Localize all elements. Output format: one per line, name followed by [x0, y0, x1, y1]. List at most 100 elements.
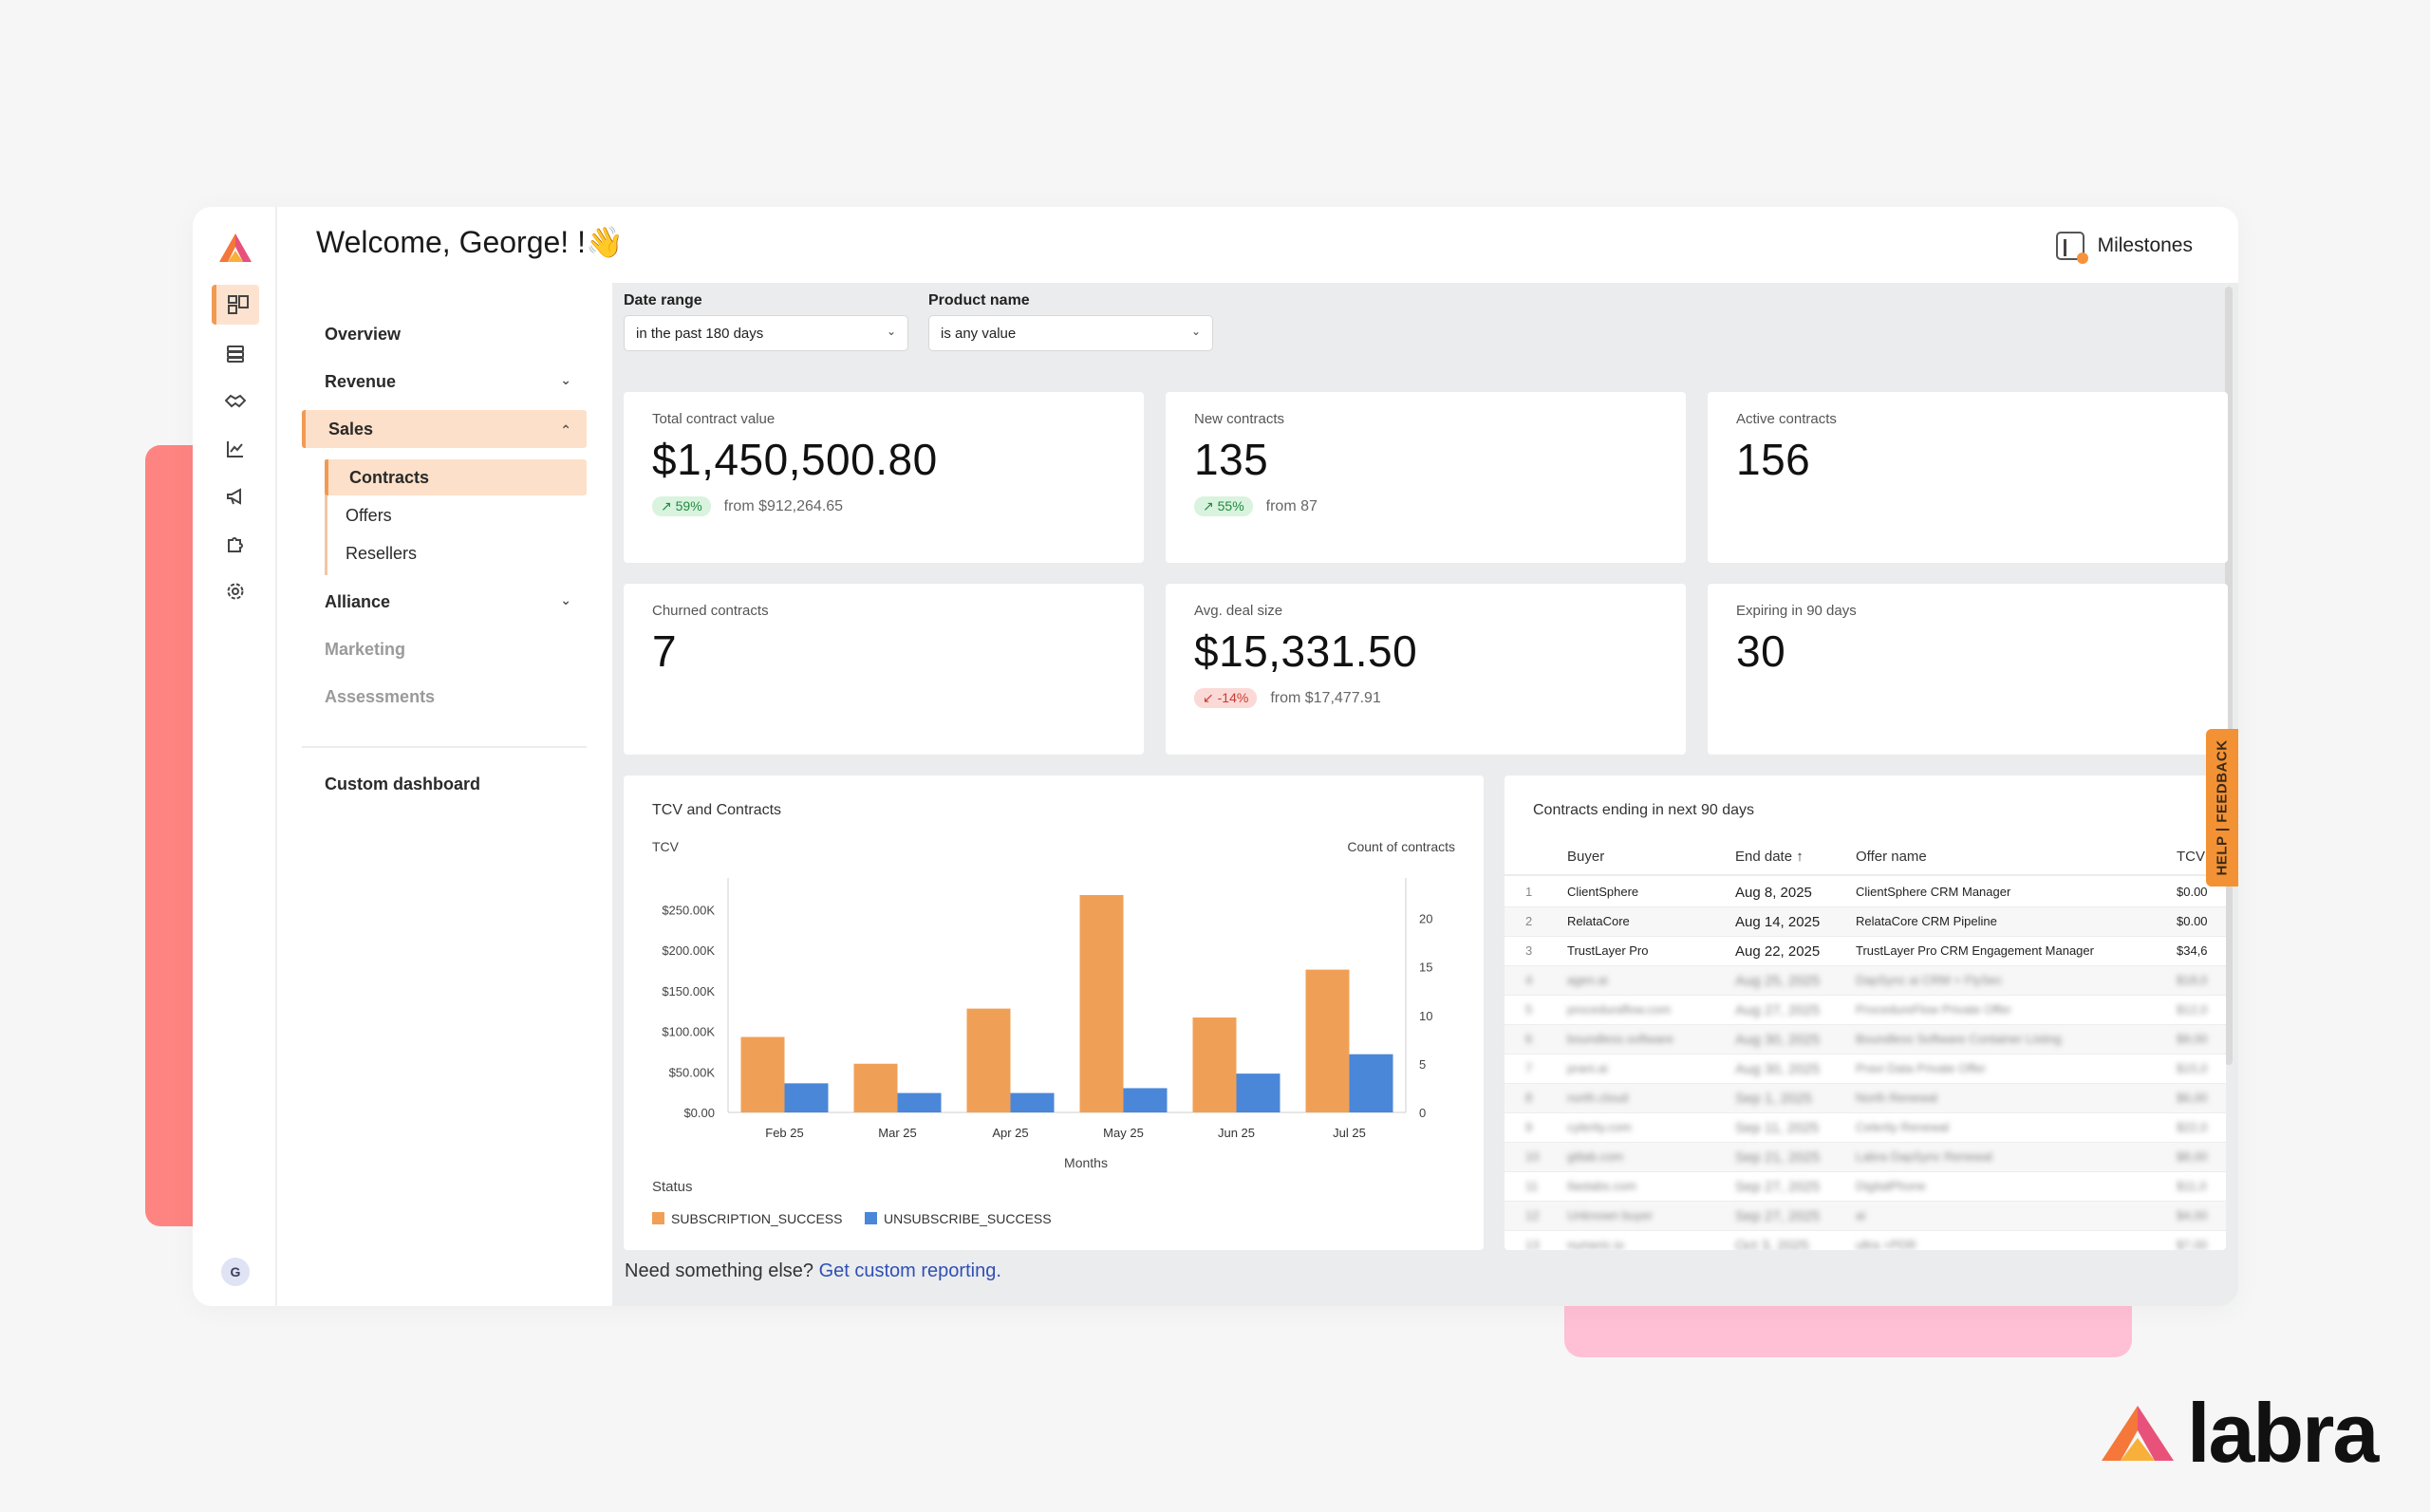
column-header-buyer[interactable]: Buyer [1567, 849, 1605, 865]
labra-logo-icon[interactable] [215, 228, 255, 268]
tcv-chart-panel: TCV and Contracts TCV Count of contracts $… [624, 775, 1484, 1250]
kpi-title: Expiring in 90 days [1736, 603, 1857, 619]
kpi-delta: ↗ 55% from 87 [1194, 496, 1318, 516]
nav-item-alliance[interactable]: Alliance ⌄ [302, 583, 587, 621]
table-row[interactable]: 4 agen.ai Aug 25, 2025 DapSync ai CRM + Fly… [1505, 966, 2226, 996]
nav-item-overview[interactable]: Overview [302, 315, 587, 353]
kpi-total-contract-value[interactable]: Total contract value $1,450,500.80 ↗ 59%… [624, 392, 1144, 563]
table-row[interactable]: 2 RelataCore Aug 14, 2025 RelataCore CRM Pi… [1505, 907, 2226, 937]
column-header-end-date[interactable]: End date ↑ [1735, 849, 1804, 865]
date-range-select[interactable]: in the past 180 days ⌄ [624, 315, 908, 351]
icon-rail: G [193, 207, 277, 1306]
x-tick-label: Feb 25 [765, 1126, 803, 1140]
footer-prefix: Need something else? [625, 1260, 819, 1281]
bar-unsubscribe [1349, 1054, 1393, 1112]
kpi-new-contracts[interactable]: New contracts 135 ↗ 55% from 87 [1166, 392, 1686, 563]
kpi-churned-contracts[interactable]: Churned contracts 7 [624, 584, 1144, 755]
legend-swatch [652, 1212, 664, 1224]
offer-name-cell: ultra +PDR [1856, 1238, 1916, 1250]
column-header-offer-name[interactable]: Offer name [1856, 849, 1927, 865]
custom-reporting-link[interactable]: Get custom reporting. [818, 1260, 1001, 1281]
offer-name-cell: ai [1856, 1208, 1866, 1223]
end-date-cell: Aug 22, 2025 [1735, 943, 1821, 960]
chevron-up-icon: ⌃ [560, 422, 571, 438]
column-header-tcv[interactable]: TCV [2177, 849, 2205, 865]
table-row[interactable]: 7 prani.ai Aug 30, 2025 Pravi Data Private … [1505, 1055, 2226, 1084]
nav-label: Sales [328, 419, 374, 439]
content-scrollbar[interactable] [2225, 287, 2233, 1065]
nav-divider [302, 746, 587, 748]
nav-item-custom-dashboard[interactable]: Custom dashboard [302, 765, 587, 803]
legend-title: Status [652, 1179, 693, 1195]
table-row[interactable]: 11 Ilastabs.com Sep 27, 2025 DigitalPhone $1… [1505, 1172, 2226, 1202]
app-window: G Welcome, George! !👋 Milestones Overvie… [193, 207, 2238, 1306]
product-name-select[interactable]: is any value ⌄ [928, 315, 1213, 351]
buyer-cell: gitlab.com [1567, 1149, 1624, 1164]
sub-nav-line [325, 459, 327, 575]
kpi-title: Avg. deal size [1194, 603, 1283, 619]
bar-subscription [740, 1036, 785, 1112]
sub-item-resellers[interactable]: Resellers [346, 543, 418, 563]
flag-icon [2055, 232, 2088, 264]
y2-tick-label: 20 [1419, 912, 1432, 926]
dashboard-icon[interactable] [212, 285, 259, 325]
bar-unsubscribe [1010, 1092, 1055, 1112]
y-axis-label: TCV [652, 839, 680, 854]
offer-name-cell: TrustLayer Pro CRM Engagement Manager [1856, 943, 2094, 958]
kpi-title: New contracts [1194, 411, 1285, 427]
kpi-active-contracts[interactable]: Active contracts 156 [1708, 392, 2228, 563]
kpi-value: 30 [1736, 626, 1786, 676]
sub-item-offers[interactable]: Offers [346, 505, 392, 525]
chevron-down-icon: ⌄ [560, 592, 571, 607]
row-index: 12 [1525, 1208, 1540, 1223]
puzzle-icon[interactable] [212, 524, 259, 564]
table-row[interactable]: 8 north.cloud Sep 1, 2025 North Renewal $6,0… [1505, 1084, 2226, 1113]
end-date-cell: Aug 30, 2025 [1735, 1032, 1821, 1048]
trend-up-badge: ↗ 59% [652, 496, 711, 516]
buyer-cell: Ilastabs.com [1567, 1179, 1636, 1193]
kpi-value: 156 [1736, 435, 1811, 484]
kpi-expiring-90-days[interactable]: Expiring in 90 days 30 [1708, 584, 2228, 755]
table-row[interactable]: 6 boundless.software Aug 30, 2025 Boundless… [1505, 1025, 2226, 1055]
x-tick-label: Jul 25 [1333, 1126, 1366, 1140]
nav-item-sales[interactable]: Sales ⌃ [302, 410, 587, 448]
trend-down-badge: ↙ -14% [1194, 688, 1258, 708]
kpi-avg-deal-size[interactable]: Avg. deal size $15,331.50 ↙ -14% from $17… [1166, 584, 1686, 755]
buyer-cell: Unknown buyer [1567, 1208, 1654, 1223]
handshake-icon[interactable] [212, 382, 259, 421]
page-header: Welcome, George! !👋 Milestones [277, 207, 2238, 283]
row-index: 6 [1525, 1032, 1533, 1046]
table-header: Buyer End date ↑ Offer name TCV [1505, 842, 2226, 876]
user-avatar[interactable]: G [221, 1258, 250, 1286]
megaphone-icon[interactable] [212, 476, 259, 516]
table-row[interactable]: 13 numeric.io Oct 3, 2025 ultra +PDR $7,00 [1505, 1231, 2226, 1250]
y2-tick-label: 10 [1419, 1009, 1432, 1023]
milestones-button[interactable]: Milestones [2055, 232, 2193, 264]
table-row[interactable]: 1 ClientSphere Aug 8, 2025 ClientSphere CRM… [1505, 878, 2226, 907]
table-row[interactable]: 5 proceduraflow.com Aug 27, 2025 ProcedureF… [1505, 996, 2226, 1025]
secondary-nav: Overview Revenue ⌄ Sales ⌃ Contracts Offer… [277, 283, 612, 1306]
kpi-from: from $912,264.65 [723, 497, 844, 514]
help-feedback-tab[interactable]: HELP | FEEDBACK [2206, 729, 2238, 887]
sub-item-contracts[interactable]: Contracts [325, 459, 587, 495]
settings-icon[interactable] [212, 571, 259, 611]
table-row[interactable]: 9 cylerity.com Sep 11, 2025 Celerity Renewa… [1505, 1113, 2226, 1143]
storage-icon[interactable] [212, 334, 259, 374]
nav-item-marketing[interactable]: Marketing [302, 630, 587, 668]
nav-item-assessments[interactable]: Assessments [302, 678, 587, 716]
nav-label: Marketing [325, 639, 406, 659]
x-tick-label: May 25 [1103, 1126, 1144, 1140]
tcv-cell: $4,00 [2177, 1208, 2208, 1223]
nav-item-revenue[interactable]: Revenue ⌄ [302, 363, 587, 401]
table-row[interactable]: 10 gitlab.com Sep 21, 2025 Labra DapSync Re… [1505, 1143, 2226, 1172]
table-row[interactable]: 3 TrustLayer Pro Aug 22, 2025 TrustLayer Pr… [1505, 937, 2226, 966]
row-index: 10 [1525, 1149, 1540, 1164]
offer-name-cell: Labra DapSync Renewal [1856, 1149, 1992, 1164]
table-row[interactable]: 12 Unknown buyer Sep 27, 2025 ai $4,00 [1505, 1202, 2226, 1231]
analytics-icon[interactable] [212, 429, 259, 469]
buyer-cell: cylerity.com [1567, 1120, 1632, 1134]
end-date-cell: Sep 1, 2025 [1735, 1091, 1812, 1107]
contracts-ending-panel: Contracts ending in next 90 days Buyer E… [1505, 775, 2226, 1250]
x-axis-label: Months [1064, 1155, 1108, 1170]
kpi-value: 7 [652, 626, 678, 676]
